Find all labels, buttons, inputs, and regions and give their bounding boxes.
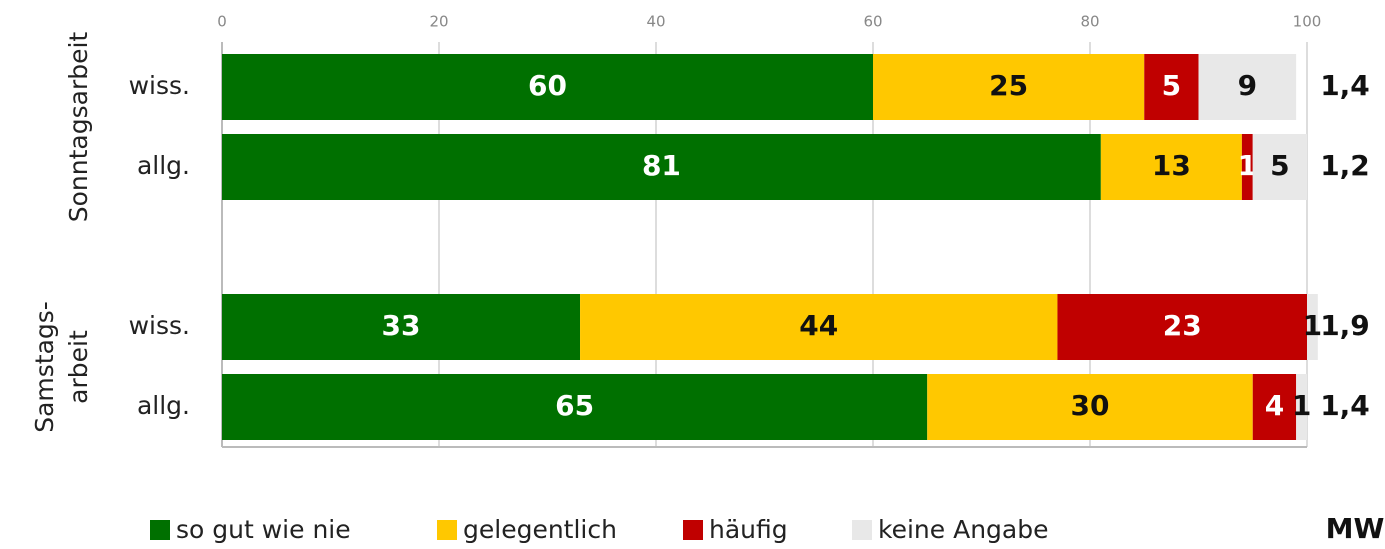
x-tick-label: 80 xyxy=(1080,13,1099,31)
legend-label: gelegentlich xyxy=(463,515,617,544)
segment-label: 81 xyxy=(642,149,681,182)
group-label: Samstags- xyxy=(30,301,59,433)
x-tick-label: 0 xyxy=(217,13,227,31)
x-tick-label: 60 xyxy=(863,13,882,31)
segment-label: 23 xyxy=(1163,309,1202,342)
mw-header: MW xyxy=(1326,512,1385,545)
segment-label: 25 xyxy=(989,69,1028,102)
legend-swatch xyxy=(683,520,703,540)
segment-label: 4 xyxy=(1265,389,1284,422)
mw-value: 1,9 xyxy=(1320,309,1370,342)
bar-segment xyxy=(222,54,873,120)
group-label: arbeit xyxy=(64,330,93,404)
bar-segment xyxy=(1100,134,1242,200)
mw-value: 1,4 xyxy=(1320,69,1370,102)
bar-segment xyxy=(1307,294,1318,360)
group-label: Sonntagsarbeit xyxy=(64,32,93,223)
segment-label: 9 xyxy=(1238,69,1257,102)
segment-label: 13 xyxy=(1152,149,1191,182)
bar-segment xyxy=(1252,374,1297,440)
bar-segment xyxy=(222,294,581,360)
category-label: wiss. xyxy=(129,71,190,100)
mw-value: 1,2 xyxy=(1320,149,1370,182)
segment-label: 1 xyxy=(1292,389,1311,422)
category-label: allg. xyxy=(137,151,190,180)
category-label: allg. xyxy=(137,391,190,420)
bar-segment xyxy=(222,134,1101,200)
legend-label: häufig xyxy=(709,515,788,544)
segment-label: 1 xyxy=(1238,149,1257,182)
bar-segment xyxy=(1296,374,1307,440)
x-tick-label: 40 xyxy=(646,13,665,31)
bar-segment xyxy=(222,374,928,440)
x-tick-label: 100 xyxy=(1293,13,1322,31)
segment-label: 33 xyxy=(382,309,421,342)
mw-value: 1,4 xyxy=(1320,389,1370,422)
legend-label: keine Angabe xyxy=(878,515,1048,544)
segment-label: 5 xyxy=(1270,149,1289,182)
segment-label: 60 xyxy=(528,69,567,102)
bar-segment xyxy=(873,54,1145,120)
bar-segment xyxy=(580,294,1058,360)
legend-swatch xyxy=(150,520,170,540)
legend-label: so gut wie nie xyxy=(176,515,351,544)
bar-segment xyxy=(927,374,1253,440)
legend-swatch xyxy=(437,520,457,540)
segment-label: 5 xyxy=(1162,69,1181,102)
x-tick-label: 20 xyxy=(429,13,448,31)
bar-segment xyxy=(1252,134,1307,200)
segment-label: 44 xyxy=(799,309,838,342)
segment-label: 30 xyxy=(1071,389,1110,422)
segment-label: 65 xyxy=(555,389,594,422)
segment-label: 1 xyxy=(1303,309,1322,342)
bar-segment xyxy=(1057,294,1307,360)
legend-swatch xyxy=(852,520,872,540)
bar-segment xyxy=(1144,54,1199,120)
bar-segment xyxy=(1198,54,1297,120)
bar-segment xyxy=(1241,134,1253,200)
category-label: wiss. xyxy=(129,311,190,340)
